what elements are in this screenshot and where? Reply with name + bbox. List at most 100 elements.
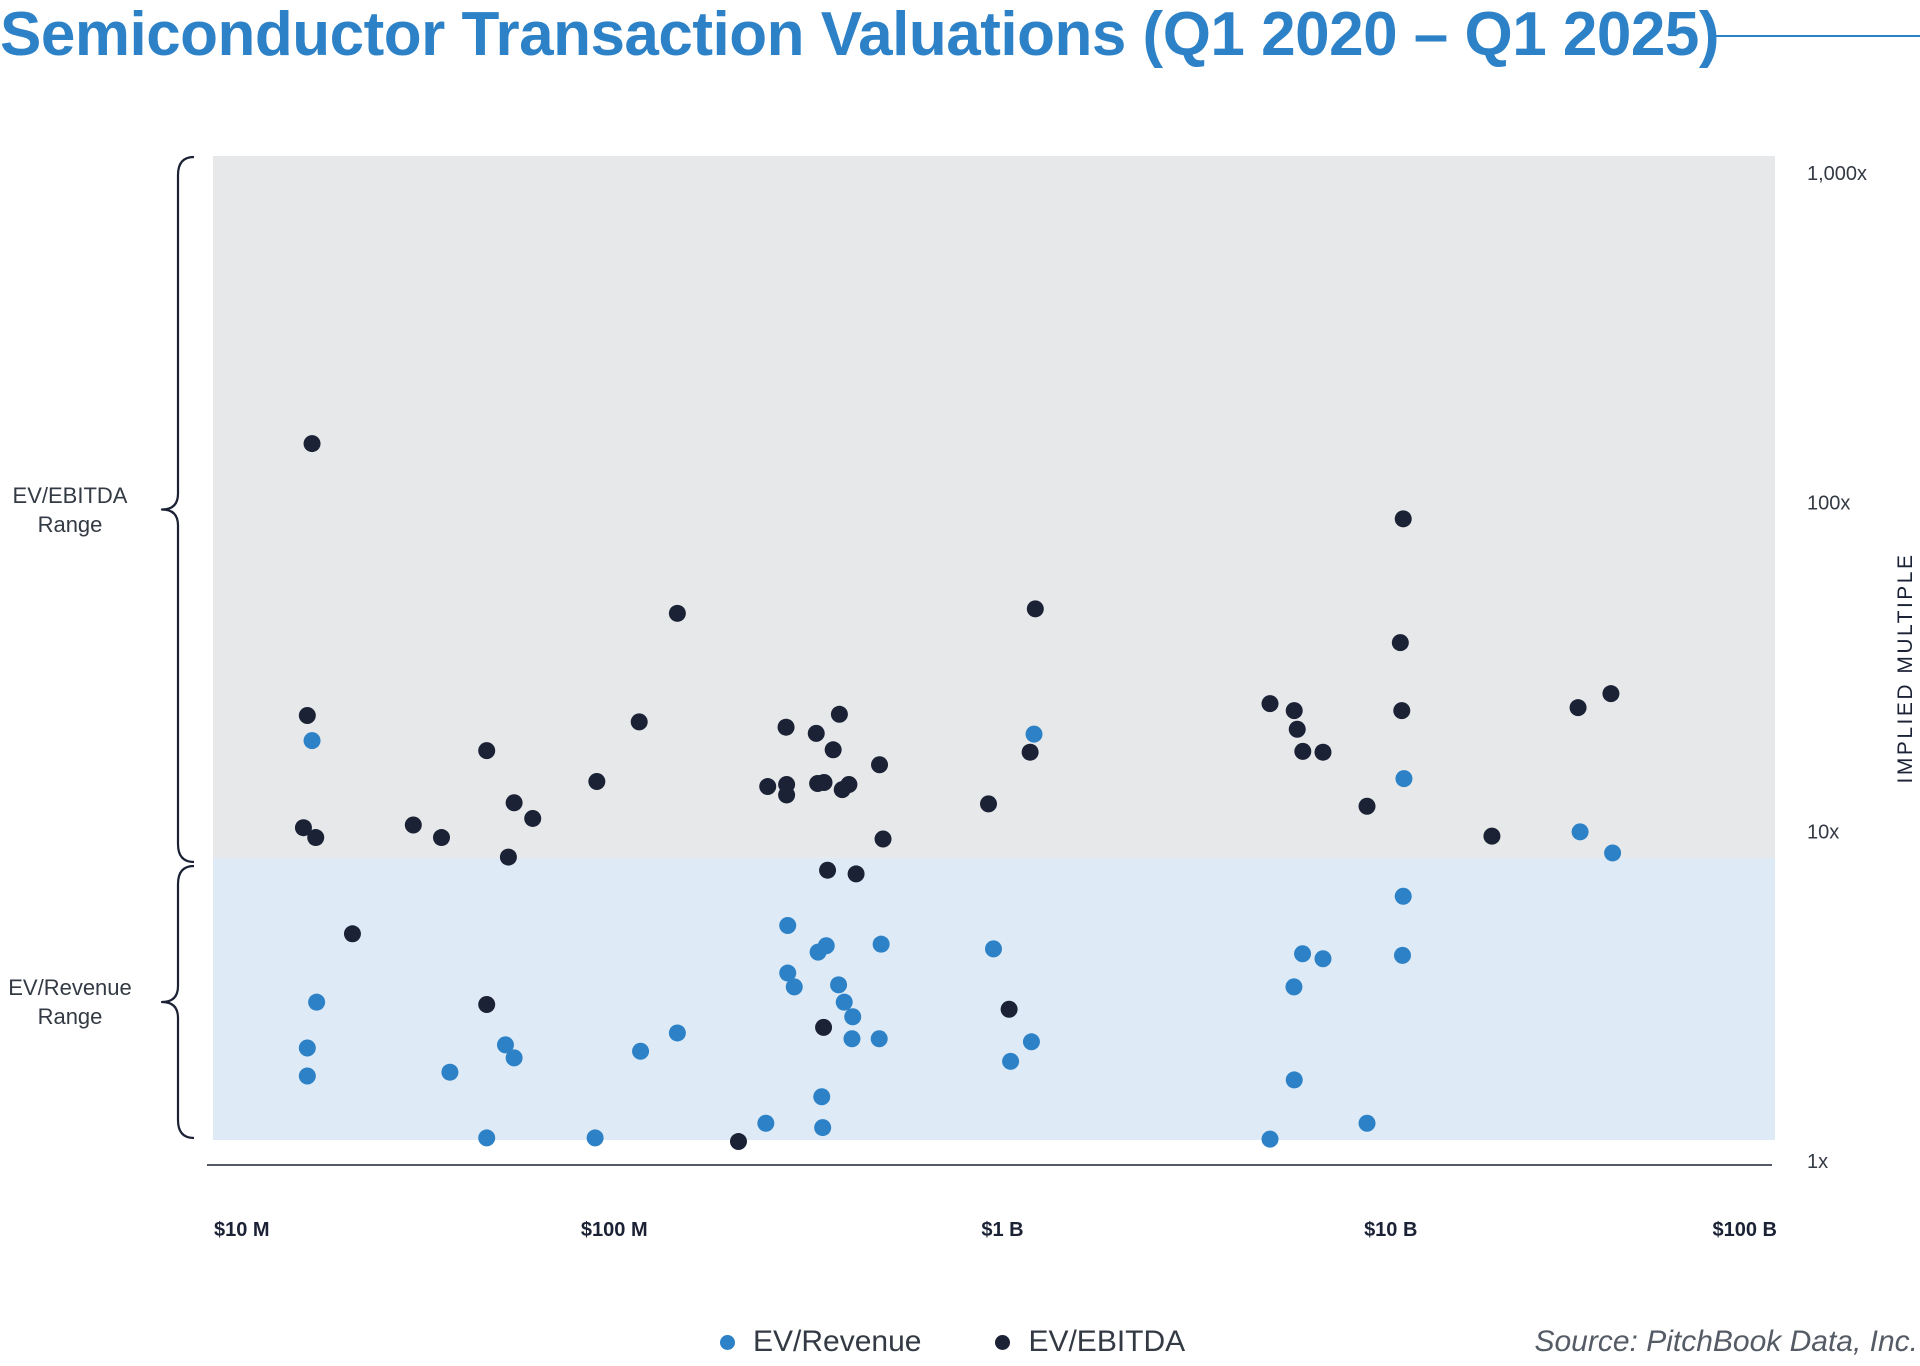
- ev-ebitda-point: [1483, 827, 1501, 845]
- ev-revenue-point: [303, 732, 321, 750]
- ev-revenue-point: [870, 1030, 888, 1048]
- ev-revenue-point: [1285, 978, 1303, 996]
- ev-revenue-point: [1025, 725, 1043, 743]
- ev-revenue-point: [298, 1067, 316, 1085]
- ev-revenue-point: [1261, 1130, 1279, 1148]
- ev-revenue-point: [835, 993, 853, 1011]
- ev-revenue-point: [505, 1049, 523, 1067]
- ev-revenue-point: [817, 937, 835, 955]
- ev-ebitda-point: [778, 786, 796, 804]
- ev-revenue-point: [844, 1008, 862, 1026]
- ev-ebitda-point: [819, 861, 837, 879]
- ev-ebitda-point: [777, 718, 795, 736]
- title-rule: [1708, 35, 1920, 37]
- ev-ebitda-point: [807, 724, 825, 742]
- ev-ebitda-point: [1391, 634, 1409, 652]
- ev-ebitda-point: [303, 435, 321, 453]
- ev-revenue-point: [1285, 1071, 1303, 1089]
- ebitda-range-label-line1: EV/EBITDA: [12, 483, 128, 508]
- ev-revenue-point: [779, 964, 797, 982]
- ev-ebitda-point: [1358, 797, 1376, 815]
- ev-ebitda-point: [1394, 510, 1412, 528]
- ev-revenue-point: [830, 976, 848, 994]
- ev-revenue-point: [779, 916, 797, 934]
- ev-revenue-point: [1395, 770, 1413, 788]
- x-tick-label: $10 B: [1364, 1219, 1417, 1241]
- revenue-range-label: EV/Revenue Range: [0, 973, 140, 1031]
- ev-ebitda-point: [815, 1018, 833, 1036]
- ev-ebitda-point: [298, 707, 316, 725]
- ev-revenue-point: [1022, 1033, 1040, 1051]
- ev-ebitda-point: [307, 829, 325, 847]
- legend-item-ev-ebitda: EV/EBITDA: [995, 1325, 1185, 1359]
- ev-ebitda-point: [630, 713, 648, 731]
- ev-ebitda-point: [1393, 702, 1411, 720]
- legend-item-ev-revenue: EV/Revenue: [720, 1325, 921, 1359]
- ebitda-range-label: EV/EBITDA Range: [0, 481, 140, 539]
- ev-ebitda-point: [847, 865, 865, 883]
- ev-revenue-point: [496, 1036, 514, 1054]
- revenue-range-band: [213, 857, 1775, 1140]
- ev-revenue-point: [668, 1024, 686, 1042]
- ev-revenue-point: [813, 1088, 831, 1106]
- ev-ebitda-point: [1285, 702, 1303, 720]
- ev-ebitda-point: [830, 705, 848, 723]
- y-axis-label: IMPLIED MULTIPLE: [1894, 553, 1917, 784]
- ev-ebitda-point: [874, 830, 892, 848]
- ev-revenue-point: [843, 1030, 861, 1048]
- revenue-range-brace: [160, 864, 195, 1140]
- y-tick-label: 100x: [1807, 492, 1850, 514]
- revenue-range-label-line1: EV/Revenue: [8, 975, 132, 1000]
- ev-ebitda-point: [499, 848, 517, 866]
- ev-revenue-point: [1394, 946, 1412, 964]
- ev-ebitda-point: [759, 778, 777, 796]
- ev-ebitda-point: [505, 794, 523, 812]
- ev-ebitda-point: [668, 604, 686, 622]
- ev-ebitda-point: [478, 742, 496, 760]
- ev-ebitda-point: [524, 809, 542, 827]
- ev-ebitda-point: [980, 795, 997, 813]
- data-points: [294, 435, 1622, 1151]
- ev-ebitda-point: [1294, 742, 1312, 760]
- ev-revenue-point: [1294, 945, 1312, 963]
- ev-ebitda-point: [840, 776, 858, 794]
- ev-ebitda-point: [1000, 1000, 1018, 1018]
- ev-ebitda-point: [404, 816, 422, 834]
- revenue-range-label-line2: Range: [37, 1004, 103, 1029]
- ev-revenue-point: [441, 1063, 459, 1081]
- ev-ebitda-point: [1026, 600, 1044, 618]
- legend-marker-ev-revenue: [720, 1334, 735, 1350]
- ev-ebitda-point: [1602, 685, 1620, 703]
- ev-ebitda-point: [588, 773, 606, 791]
- legend: EV/Revenue EV/EBITDA: [720, 1318, 1259, 1366]
- ev-revenue-point: [984, 940, 1002, 958]
- y-tick-labels: 1x 10x 100x 1,000x: [1807, 163, 1867, 1173]
- ebitda-range-label-line2: Range: [37, 512, 103, 537]
- x-tick-label: $1 B: [981, 1219, 1023, 1241]
- ev-revenue-point: [298, 1039, 316, 1057]
- source-note: Source: PitchBook Data, Inc.: [1534, 1325, 1918, 1358]
- ev-revenue-point: [632, 1042, 650, 1060]
- x-tick-label: $100 B: [1713, 1219, 1778, 1241]
- ev-revenue-point: [1571, 823, 1589, 841]
- ev-ebitda-point: [824, 741, 842, 759]
- ev-ebitda-point: [478, 996, 496, 1014]
- ev-revenue-point: [757, 1114, 775, 1132]
- ev-ebitda-point: [1569, 699, 1587, 717]
- ev-revenue-point: [1358, 1114, 1376, 1132]
- ev-ebitda-point: [432, 829, 450, 847]
- x-tick-labels: $10 M $100 M $1 B $10 B $100 B: [214, 1219, 1777, 1241]
- ev-revenue-point: [586, 1129, 604, 1147]
- ev-revenue-point: [814, 1119, 832, 1137]
- ev-ebitda-point: [1314, 743, 1332, 761]
- x-tick-label: $100 M: [581, 1219, 648, 1241]
- ev-revenue-point: [1604, 844, 1622, 862]
- ev-ebitda-point: [1288, 720, 1306, 738]
- ev-revenue-point: [785, 978, 803, 996]
- ebitda-range-band: [213, 156, 1775, 858]
- ev-ebitda-point: [1261, 695, 1279, 713]
- ebitda-range-brace: [160, 155, 195, 864]
- ev-revenue-point: [1002, 1052, 1020, 1070]
- legend-label-ev-revenue: EV/Revenue: [753, 1325, 922, 1358]
